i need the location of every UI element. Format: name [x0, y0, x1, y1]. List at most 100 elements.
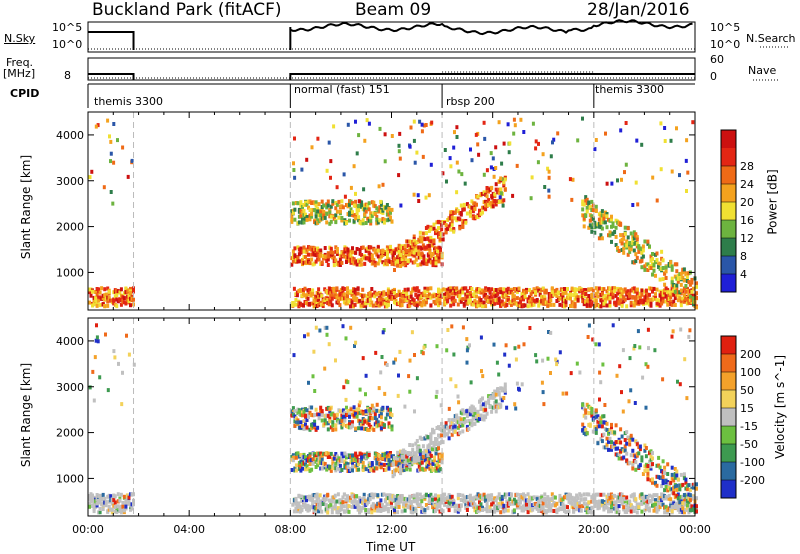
data-cell [675, 262, 679, 267]
data-cell [420, 129, 424, 134]
data-cell [511, 193, 515, 198]
data-cell [423, 436, 427, 441]
data-cell [326, 263, 330, 267]
data-cell [420, 294, 424, 299]
data-cell [394, 294, 398, 299]
data-cell [88, 300, 91, 305]
data-cell [399, 468, 403, 473]
data-cell [473, 412, 477, 416]
data-cell [464, 292, 468, 297]
data-cell [304, 467, 307, 472]
data-cell [616, 246, 620, 250]
data-cell [661, 277, 665, 282]
data-cell [88, 501, 91, 506]
data-cell [290, 413, 294, 418]
data-cell [317, 506, 321, 511]
data-cell [347, 504, 351, 509]
data-cell [585, 206, 589, 210]
data-cell [343, 464, 347, 469]
data-cell [426, 435, 430, 440]
data-cell [682, 278, 686, 283]
data-cell [389, 210, 392, 215]
data-cell [611, 291, 615, 296]
data-cell [377, 502, 381, 507]
data-cell [317, 451, 321, 456]
data-cell [651, 462, 654, 467]
data-cell [376, 456, 380, 461]
data-cell [346, 408, 350, 413]
data-cell [396, 450, 400, 455]
data-cell [481, 191, 484, 196]
data-cell [461, 423, 465, 428]
data-cell [582, 202, 586, 207]
data-cell [620, 248, 624, 252]
data-cell [620, 290, 624, 295]
data-cell [325, 421, 329, 426]
data-cell [346, 462, 350, 467]
data-cell [394, 504, 398, 509]
data-cell [692, 296, 695, 301]
data-cell [376, 300, 380, 305]
data-cell [334, 466, 338, 471]
data-cell [102, 185, 106, 190]
data-cell [688, 294, 692, 299]
data-cell [459, 503, 463, 508]
data-cell [508, 502, 512, 506]
data-cell [318, 493, 322, 498]
data-cell [305, 157, 309, 162]
data-cell [602, 213, 606, 218]
data-cell [654, 480, 657, 485]
data-cell [325, 451, 329, 455]
data-cell [367, 500, 371, 504]
data-cell [587, 500, 591, 505]
data-cell [290, 209, 294, 214]
data-cell [549, 154, 553, 159]
data-cell [363, 261, 367, 266]
data-cell [343, 451, 347, 456]
data-cell [579, 288, 583, 293]
data-cell [385, 412, 389, 417]
data-cell [414, 251, 418, 256]
data-cell [305, 498, 308, 503]
data-cell [370, 287, 374, 291]
data-cell [340, 451, 344, 456]
data-cell [341, 251, 345, 256]
data-cell [590, 407, 594, 411]
data-cell [398, 261, 402, 266]
data-cell [425, 464, 429, 469]
data-cell [515, 289, 519, 294]
data-cell [681, 296, 685, 301]
data-cell [566, 496, 569, 501]
data-cell [464, 295, 468, 300]
data-cell [405, 249, 409, 254]
data-cell [494, 288, 498, 292]
data-cell [477, 152, 481, 157]
data-cell [308, 245, 312, 250]
data-cell [640, 492, 644, 497]
data-cell [632, 509, 636, 513]
data-cell [379, 415, 383, 420]
data-cell [325, 259, 329, 263]
data-cell [389, 215, 392, 220]
data-cell [547, 188, 551, 193]
data-cell [106, 118, 110, 123]
data-cell [423, 293, 427, 298]
data-cell [541, 299, 545, 304]
data-cell [664, 299, 668, 304]
data-cell [409, 500, 413, 505]
data-cell [124, 502, 128, 507]
data-cell [314, 200, 318, 205]
data-cell [619, 440, 623, 445]
data-cell [418, 230, 422, 235]
data-cell [364, 221, 368, 225]
data-cell [125, 497, 129, 502]
data-cell [335, 249, 339, 254]
data-cell [455, 286, 459, 291]
data-cell [382, 462, 386, 467]
data-cell [514, 499, 518, 504]
data-cell [317, 459, 321, 464]
data-cell [413, 160, 417, 165]
data-cell [297, 220, 301, 225]
data-cell [438, 220, 442, 225]
data-cell [569, 495, 572, 500]
